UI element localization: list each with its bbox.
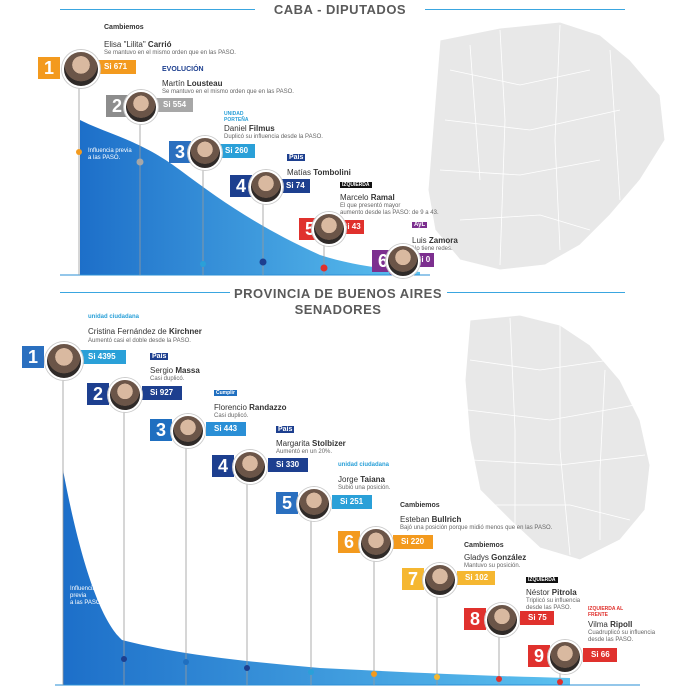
candidate-name: Luis Zamora — [412, 236, 458, 245]
party-logo: unidad ciudadana — [338, 462, 390, 468]
candidate-name: Vilma Ripoll — [588, 620, 633, 629]
pba-title-line1: PROVINCIA DE BUENOS AIRES — [233, 286, 442, 301]
party-logo: Cambiemos — [400, 502, 440, 509]
caba-map — [427, 21, 666, 271]
caba-influence-note: Influencia previa a las PASO. — [88, 148, 132, 161]
rank-badge: 3 — [150, 419, 172, 441]
rank-badge: 3 — [169, 141, 191, 163]
party-logo: País — [150, 353, 169, 360]
rank-badge: 7 — [402, 568, 424, 590]
party-logo: País — [276, 426, 295, 433]
candidate-name: Elisa "Lilita" Carrió — [104, 40, 172, 49]
party-logo: UNIDAD PORTEÑA — [224, 111, 249, 123]
pba-influence-note: Influencia previa a las PASO. — [70, 586, 103, 606]
votes-badge: Si 102 — [457, 571, 495, 585]
votes-badge: Si 443 — [206, 422, 246, 436]
candidate-desc: El que presentó mayor aumento desde las … — [340, 203, 439, 216]
party-logo: Cumplir — [214, 390, 237, 396]
rank-badge: 2 — [87, 383, 109, 405]
caba-title: CABA - DIPUTADOS — [273, 2, 407, 17]
candidate-desc: Cuadruplicó su influencia desde las PASO… — [588, 630, 656, 643]
party-logo: EVOLUCIÓN — [162, 66, 204, 73]
party-logo: unidad ciudadana — [88, 314, 140, 320]
candidate-desc: Se mantuvo en el mismo orden que en las … — [104, 50, 236, 56]
party-logo: Cambiemos — [464, 542, 504, 549]
candidate-photo — [297, 487, 331, 521]
candidate-name: Daniel Filmus — [224, 124, 275, 133]
party-logo: Cambiemos — [104, 24, 144, 31]
candidate-name: Marcelo Ramal — [340, 193, 395, 202]
candidate-desc: Se mantuvo en el mismo orden que en las … — [162, 89, 294, 95]
candidate-photo — [485, 603, 519, 637]
votes-badge: Si 260 — [217, 144, 255, 158]
candidate-desc: Subió una posición. — [338, 485, 391, 491]
pba-title-rule-left — [60, 292, 230, 293]
candidate-photo — [62, 50, 100, 88]
votes-badge: Si 74 — [278, 179, 310, 193]
votes-badge: Si 220 — [393, 535, 433, 549]
votes-badge: Si 671 — [96, 60, 136, 74]
candidate-photo — [171, 414, 205, 448]
candidate-desc: Bajó una posición porque midió menos que… — [400, 525, 553, 531]
candidate-name: Néstor Pitrola — [526, 588, 577, 597]
candidate-photo — [233, 450, 267, 484]
rank-badge: 8 — [464, 608, 486, 630]
candidate-name: Martín Lousteau — [162, 79, 223, 88]
candidate-photo — [359, 527, 393, 561]
candidate-photo — [423, 563, 457, 597]
rank-badge: 5 — [276, 492, 298, 514]
candidate-name: Sergio Massa — [150, 366, 200, 375]
votes-badge: Si 75 — [520, 611, 554, 625]
pba-area — [63, 470, 570, 685]
candidate-name: Florencio Randazzo — [214, 403, 287, 412]
candidate-desc: Triplicó su influencia desde las PASO. — [526, 598, 581, 611]
party-logo: AyL — [412, 222, 428, 228]
candidate-desc: No tiene redes. — [412, 246, 453, 252]
caba-title-rule-right — [425, 9, 625, 10]
rank-badge: 4 — [212, 455, 234, 477]
rank-badge: 4 — [230, 175, 252, 197]
votes-badge: Si 554 — [155, 98, 193, 112]
rank-badge: 6 — [338, 531, 360, 553]
votes-badge: Si 4395 — [80, 350, 126, 364]
candidate-photo — [548, 640, 582, 674]
candidate-desc: Mantuvo su posición. — [464, 563, 521, 569]
candidate-photo — [312, 212, 346, 246]
candidate-photo — [249, 170, 283, 204]
candidate-desc: Casi duplicó. — [214, 413, 249, 419]
candidate-photo — [124, 90, 158, 124]
rank-badge: 1 — [22, 346, 44, 368]
pba-title-rule-right — [447, 292, 625, 293]
votes-badge: Si 927 — [142, 386, 182, 400]
pba-map — [464, 314, 651, 561]
candidate-desc: Casi duplicó. — [150, 376, 185, 382]
candidate-desc: Aumentó en un 20%. — [276, 449, 333, 455]
candidate-desc: Duplicó su influencia desde la PASO. — [224, 134, 323, 140]
party-logo: IZQUIERDA — [526, 577, 558, 583]
party-logo: IZQUIERDA AL FRENTE — [588, 606, 624, 618]
votes-badge: Si 66 — [583, 648, 617, 662]
candidate-name: Margarita Stolbizer — [276, 439, 346, 448]
rank-badge: 9 — [528, 645, 550, 667]
rank-badge: 2 — [106, 95, 128, 117]
candidate-name: Jorge Taiana — [338, 475, 385, 484]
candidate-photo — [45, 342, 83, 380]
pba-title-line2: SENADORES — [294, 302, 382, 317]
candidate-name: Matías Tombolini — [287, 168, 351, 177]
votes-badge: Si 330 — [268, 458, 308, 472]
candidate-photo — [188, 136, 222, 170]
party-logo: País — [287, 154, 306, 161]
votes-badge: Si 251 — [332, 495, 372, 509]
candidate-desc: Aumentó casi el doble desde la PASO. — [88, 338, 191, 344]
caba-area — [80, 120, 420, 275]
rank-badge: 1 — [38, 57, 60, 79]
caba-title-rule-left — [60, 9, 255, 10]
candidate-name: Gladys González — [464, 553, 527, 562]
candidate-photo — [108, 378, 142, 412]
candidate-name: Cristina Fernández de Kirchner — [88, 327, 202, 336]
candidate-name: Esteban Bullrich — [400, 515, 462, 524]
candidate-photo — [386, 244, 420, 278]
party-logo: IZQUIERDA — [340, 182, 372, 188]
